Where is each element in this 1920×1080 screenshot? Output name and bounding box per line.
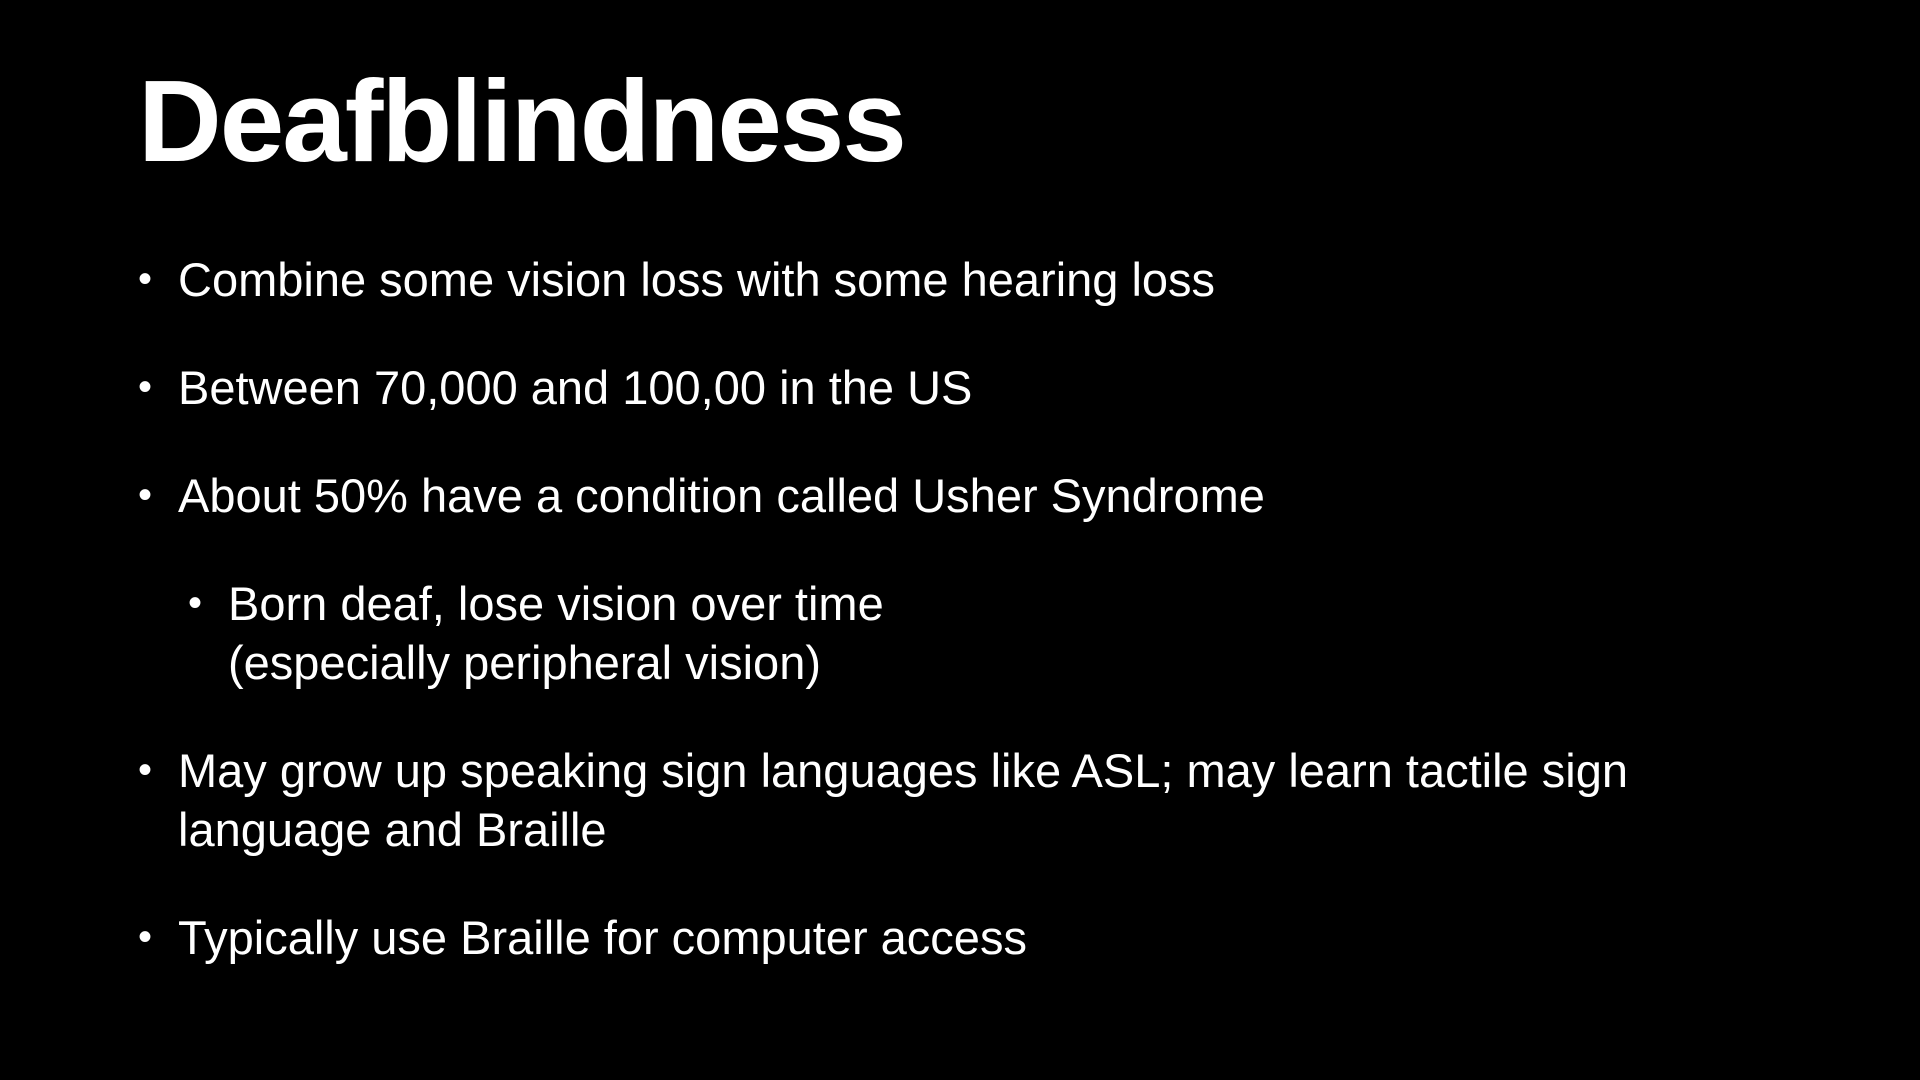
- bullet-dot-icon: •: [138, 748, 153, 792]
- sub-bullet-item: • Born deaf, lose vision over time (espe…: [188, 574, 1778, 692]
- bullet-text-line: (especially peripheral vision): [228, 636, 821, 689]
- bullet-text-line: May grow up speaking sign languages like…: [178, 744, 1628, 797]
- bullet-dot-icon: •: [138, 365, 153, 409]
- bullet-text-line: Between 70,000 and 100,00 in the US: [178, 361, 973, 414]
- bullet-dot-icon: •: [138, 915, 153, 959]
- bullet-item: • Typically use Braille for computer acc…: [138, 908, 1778, 967]
- bullet-text-line: Combine some vision loss with some heari…: [178, 253, 1216, 306]
- bullet-list: • Combine some vision loss with some hea…: [138, 250, 1778, 1016]
- bullet-text-line: Born deaf, lose vision over time: [228, 577, 884, 630]
- bullet-text-line: language and Braille: [178, 803, 607, 856]
- bullet-item: • Combine some vision loss with some hea…: [138, 250, 1778, 309]
- bullet-text-line: Typically use Braille for computer acces…: [178, 911, 1027, 964]
- bullet-dot-icon: •: [138, 473, 153, 517]
- bullet-dot-icon: •: [188, 581, 203, 625]
- bullet-item: • About 50% have a condition called Ushe…: [138, 466, 1778, 525]
- bullet-item: • Between 70,000 and 100,00 in the US: [138, 358, 1778, 417]
- bullet-dot-icon: •: [138, 257, 153, 301]
- slide-title: Deafblindness: [138, 56, 907, 186]
- bullet-text-line: About 50% have a condition called Usher …: [178, 469, 1265, 522]
- bullet-item: • May grow up speaking sign languages li…: [138, 741, 1778, 859]
